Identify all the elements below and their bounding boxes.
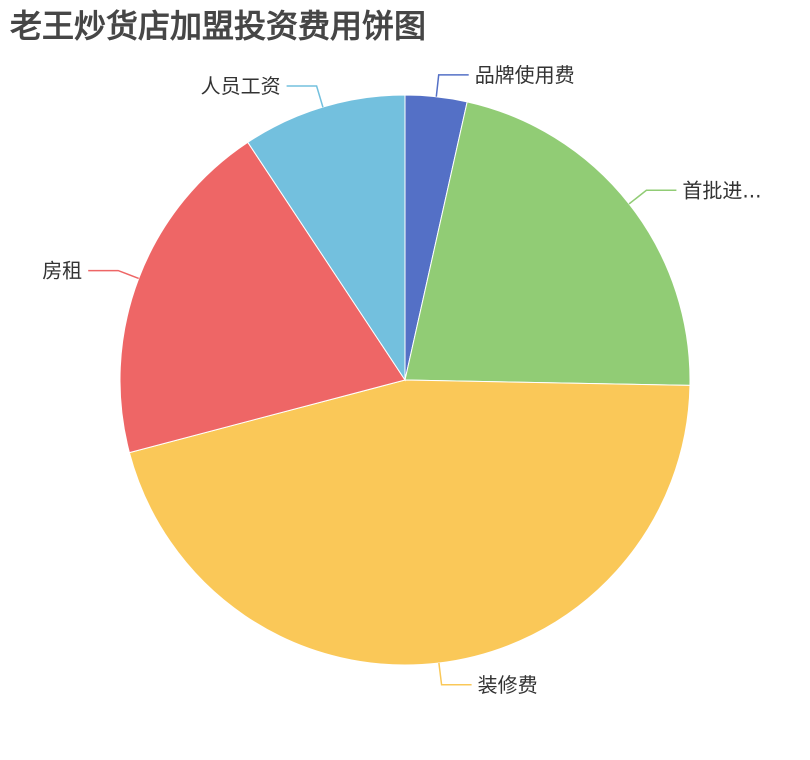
pie-slice-2[interactable] [128, 379, 691, 666]
pie-label-2: 装修费 [478, 673, 538, 697]
leader-line-0 [435, 74, 469, 97]
pie-label-0: 品牌使用费 [475, 63, 575, 87]
pie-label-4: 人员工资 [201, 74, 281, 98]
leader-line-3 [88, 269, 139, 280]
pie-label-1: 首批进... [682, 178, 761, 202]
leader-line-4 [286, 85, 324, 108]
pie-slice-3[interactable] [119, 141, 406, 454]
leader-line-1 [628, 189, 677, 205]
leader-line-2 [438, 662, 472, 686]
pie-label-3: 房租 [42, 259, 82, 283]
chart-title: 老王炒货店加盟投资费用饼图 [10, 7, 427, 45]
pie-slice-1[interactable] [404, 101, 691, 386]
pie-slices [119, 94, 691, 666]
